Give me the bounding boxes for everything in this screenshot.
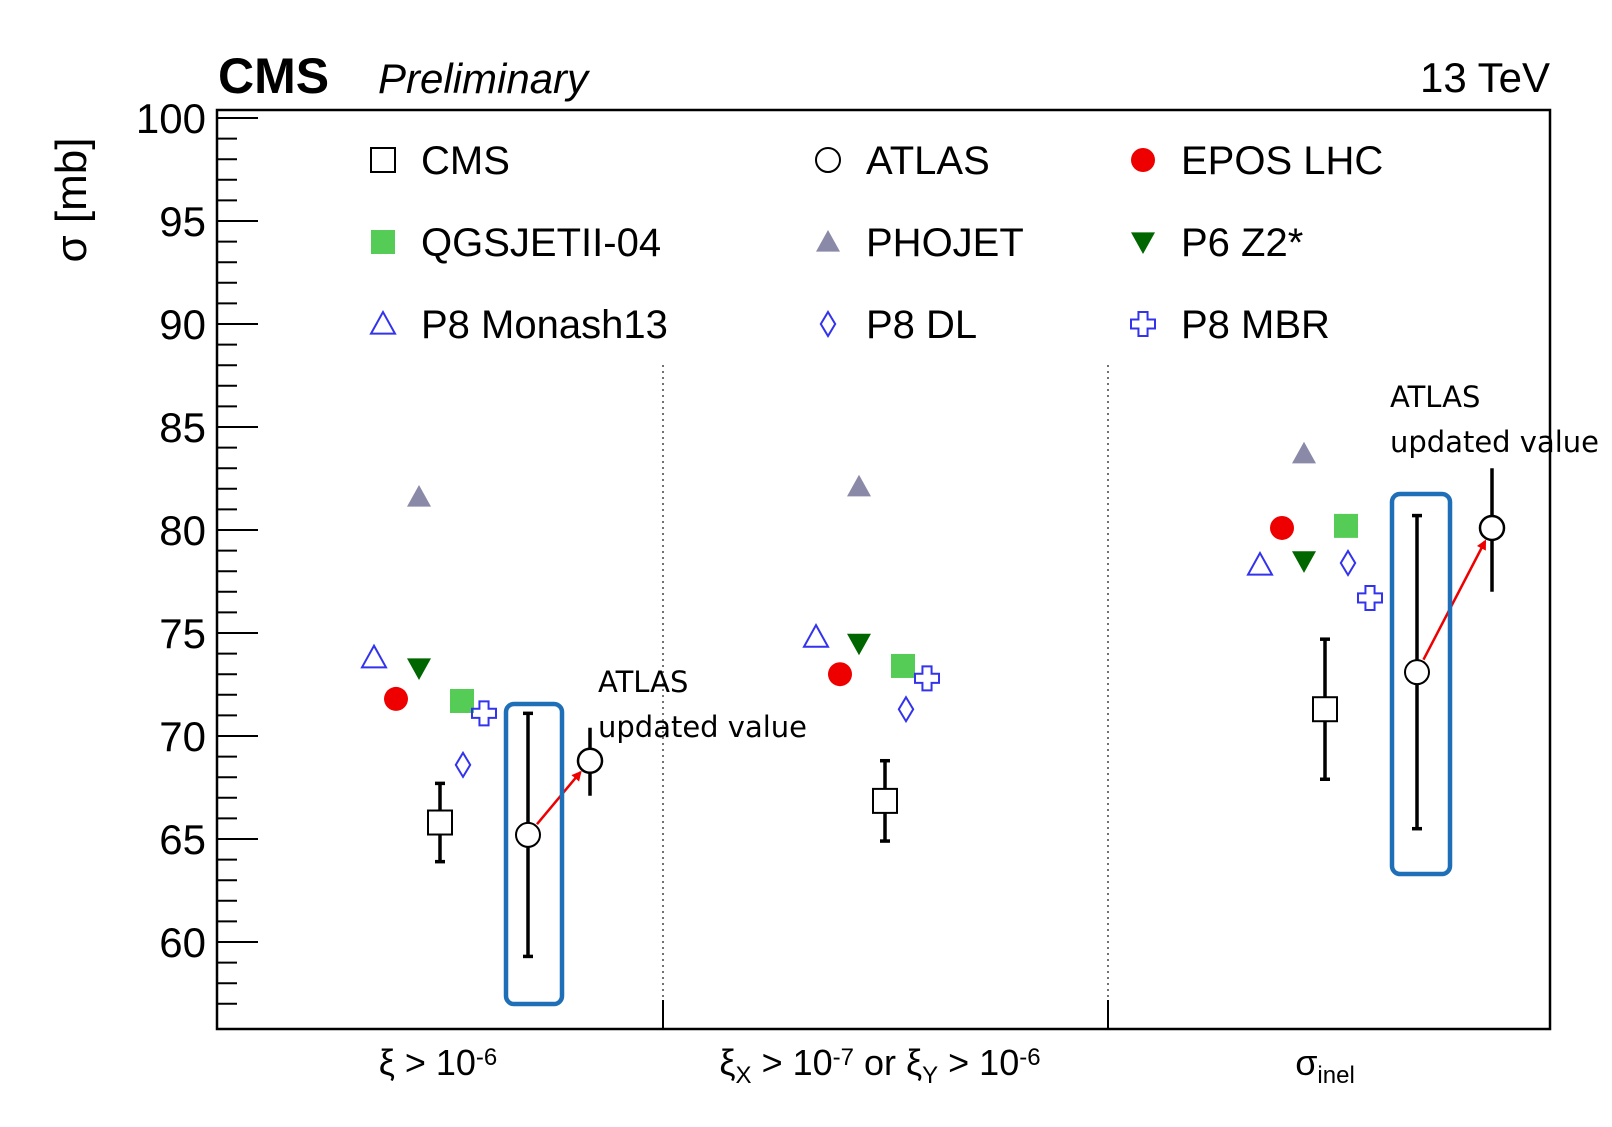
legend-marker (1131, 232, 1155, 254)
legend-label: P8 Monash13 (421, 303, 668, 347)
legend-item: CMS (370, 139, 510, 183)
data-point (802, 623, 830, 648)
y-axis-label: σ [mb] (47, 138, 96, 263)
legend-marker (815, 147, 841, 173)
y-tick-label: 95 (159, 198, 206, 245)
legend-marker (819, 310, 837, 338)
data-point (454, 750, 472, 779)
data-point (847, 633, 871, 656)
legend-label: CMS (421, 139, 510, 183)
x-axis-category-labels: ξ > 10-6 ξX > 10-7 or ξY > 10-6 σinel (379, 1042, 1355, 1089)
header-preliminary: Preliminary (378, 55, 591, 102)
data-point (407, 658, 431, 681)
y-tick-label: 70 (159, 713, 206, 760)
data-point (1357, 584, 1383, 611)
legend-item: P8 Monash13 (369, 303, 668, 347)
y-tick-label: 65 (159, 816, 206, 863)
annotation-1-line1: ATLAS (598, 665, 688, 699)
plot-frame (215, 108, 1552, 1031)
x-category-label-2: ξX > 10-7 or ξY > 10-6 (719, 1042, 1040, 1089)
legend-marker (1130, 311, 1156, 337)
data-point (384, 686, 408, 711)
y-axis-ticks (217, 117, 258, 1005)
data-point (1404, 659, 1430, 686)
legend-item: EPOS LHC (1131, 139, 1383, 183)
y-tick-label: 90 (159, 301, 206, 348)
data-point (1270, 515, 1294, 540)
data-point (471, 700, 497, 727)
data-point (407, 485, 431, 507)
data-point (914, 665, 940, 692)
legend-label: ATLAS (866, 139, 990, 183)
y-axis-tick-labels: 100 95 90 85 80 75 70 65 60 (136, 95, 206, 966)
data-point (828, 662, 852, 687)
y-tick-label: 85 (159, 404, 206, 451)
header-energy: 13 TeV (1420, 54, 1550, 101)
legend-item: P6 Z2* (1131, 221, 1303, 265)
updated-atlas-point (1478, 514, 1506, 542)
legend-item: PHOJET (816, 221, 1024, 265)
data-point (1334, 513, 1358, 538)
data-point (1292, 551, 1316, 573)
y-tick-label: 80 (159, 507, 206, 554)
updated-atlas-point (576, 747, 604, 774)
legend-marker (369, 309, 397, 335)
legend-marker (1131, 148, 1155, 172)
x-category-label-1: ξ > 10-6 (379, 1042, 498, 1083)
x-category-label-3: σinel (1295, 1042, 1355, 1089)
header-cms: CMS (218, 48, 329, 104)
data-point (872, 787, 898, 814)
y-tick-label: 60 (159, 919, 206, 966)
legend-item: ATLAS (815, 139, 990, 183)
data-point (450, 688, 474, 713)
legend-label: P8 DL (866, 303, 977, 347)
legend: CMS ATLAS EPOS LHC QGSJETII-04 PHOJET P6 Z2* P… (369, 139, 1383, 347)
data-point (427, 809, 453, 836)
annotation-2-line1: ATLAS (1390, 380, 1480, 414)
legend-marker (816, 230, 840, 252)
y-tick-label: 75 (159, 610, 206, 657)
legend-item: P8 MBR (1130, 303, 1330, 347)
legend-label: P6 Z2* (1181, 221, 1303, 265)
annotation-2-line2: updated value (1390, 425, 1599, 459)
data-point (1246, 550, 1274, 576)
highlight-box-atlas-1 (503, 701, 565, 1007)
legend-marker (370, 147, 396, 173)
data-point (1312, 696, 1338, 723)
legend-item: P8 DL (819, 303, 977, 347)
legend-label: P8 MBR (1181, 303, 1330, 347)
legend-label: EPOS LHC (1181, 139, 1383, 183)
data-point (515, 821, 541, 848)
data-point (891, 653, 915, 678)
legend-label: QGSJETII-04 (421, 221, 661, 265)
data-point (897, 695, 915, 724)
data-point (1292, 441, 1316, 464)
legend-marker (371, 230, 395, 254)
data-marks (360, 441, 1506, 959)
legend-label: PHOJET (866, 221, 1024, 265)
legend-item: QGSJETII-04 (371, 221, 661, 265)
update-arrow (536, 770, 582, 825)
highlight-box-atlas-3 (1389, 491, 1453, 877)
annotation-1-line2: updated value (598, 710, 807, 744)
data-point (360, 643, 388, 669)
update-arrow (1422, 539, 1487, 661)
y-tick-label: 100 (136, 95, 206, 142)
data-point (1339, 549, 1357, 577)
data-point (847, 474, 871, 497)
